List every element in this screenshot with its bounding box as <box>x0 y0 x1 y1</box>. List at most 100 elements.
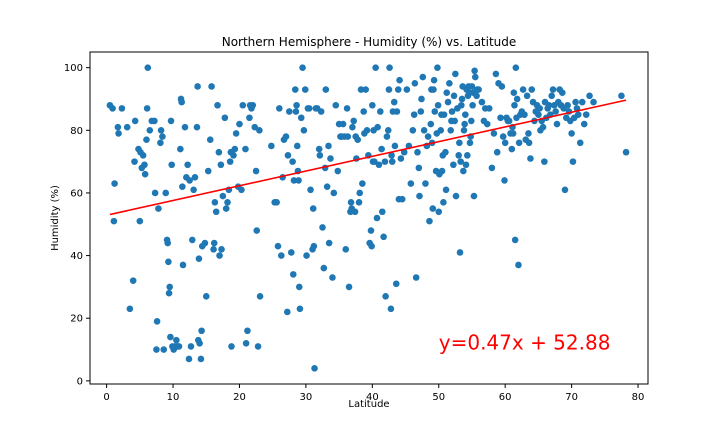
data-point <box>561 186 569 194</box>
y-tick-label: 80 <box>70 126 83 137</box>
data-point <box>325 142 332 150</box>
data-point <box>515 261 522 269</box>
data-point <box>371 158 378 165</box>
data-point <box>457 158 464 165</box>
data-point <box>374 123 381 131</box>
data-point <box>536 105 544 112</box>
data-point <box>434 101 442 109</box>
plot-area-frame <box>89 51 649 385</box>
data-point <box>488 164 496 172</box>
data-point <box>446 80 453 87</box>
data-point <box>189 236 196 244</box>
data-point <box>450 92 458 100</box>
data-point <box>256 127 263 134</box>
data-point <box>444 98 452 106</box>
data-point <box>552 108 559 115</box>
data-point <box>409 127 417 134</box>
data-point <box>355 199 363 206</box>
data-point <box>382 293 389 300</box>
data-point <box>342 246 350 253</box>
data-point <box>110 217 118 225</box>
data-point <box>400 148 408 156</box>
data-point <box>417 108 425 115</box>
data-point <box>435 208 443 216</box>
regression-line <box>109 99 627 216</box>
data-point <box>403 86 411 93</box>
data-point <box>478 98 486 106</box>
data-point <box>586 92 593 100</box>
data-point <box>360 108 367 115</box>
data-point <box>181 123 189 131</box>
data-point <box>165 289 173 297</box>
data-point <box>228 343 235 350</box>
data-point <box>396 76 403 84</box>
data-point <box>187 343 195 350</box>
data-point <box>437 127 445 134</box>
data-point <box>385 86 393 93</box>
data-point <box>450 161 457 169</box>
data-point <box>378 145 385 153</box>
data-point <box>293 101 300 109</box>
x-tick-label: 50 <box>432 392 445 403</box>
data-point <box>295 283 303 291</box>
data-point <box>508 145 516 153</box>
data-point <box>468 83 476 90</box>
data-point <box>334 167 342 175</box>
data-point <box>109 105 116 112</box>
data-point <box>564 101 571 109</box>
data-point <box>430 76 438 84</box>
data-point <box>115 130 122 137</box>
data-point <box>344 133 352 140</box>
data-point <box>485 105 493 112</box>
data-point <box>167 117 175 125</box>
data-point <box>202 293 210 300</box>
data-point <box>151 189 159 197</box>
x-axis-label: Latitude <box>348 399 389 410</box>
data-point <box>460 167 467 175</box>
data-point <box>388 158 396 165</box>
data-point <box>305 105 313 112</box>
data-point <box>350 117 358 125</box>
data-point <box>505 117 513 125</box>
data-point <box>490 130 498 137</box>
data-point <box>162 189 170 197</box>
data-point <box>141 161 148 169</box>
data-point <box>177 145 184 153</box>
data-point <box>210 239 218 247</box>
data-point <box>458 101 465 109</box>
data-point <box>141 170 149 178</box>
data-point <box>329 274 336 281</box>
data-point <box>492 70 500 78</box>
data-point <box>580 120 588 128</box>
data-point <box>296 305 304 313</box>
x-tick-label: 30 <box>300 392 313 403</box>
data-point <box>568 130 575 137</box>
data-point <box>252 167 260 175</box>
data-point <box>195 255 203 263</box>
data-point <box>548 92 555 100</box>
data-point <box>155 205 162 212</box>
data-point <box>458 95 466 103</box>
data-point <box>157 127 165 134</box>
data-point <box>168 161 176 169</box>
data-point <box>483 120 491 128</box>
data-point <box>456 139 463 147</box>
data-point <box>327 155 334 162</box>
y-tick-label: 0 <box>77 376 83 387</box>
data-point <box>410 111 418 118</box>
x-tick-label: 10 <box>167 392 180 403</box>
data-point <box>349 123 356 131</box>
data-point <box>513 95 521 103</box>
data-point <box>590 98 597 106</box>
data-point <box>378 208 386 216</box>
data-point <box>431 108 439 115</box>
data-point <box>521 111 528 118</box>
x-tick-label: 80 <box>632 392 645 403</box>
data-point <box>309 205 317 212</box>
data-point <box>322 86 330 93</box>
data-point <box>232 130 240 137</box>
data-point <box>242 145 249 153</box>
data-point <box>292 108 300 115</box>
data-point <box>578 98 586 106</box>
data-point <box>204 167 212 175</box>
